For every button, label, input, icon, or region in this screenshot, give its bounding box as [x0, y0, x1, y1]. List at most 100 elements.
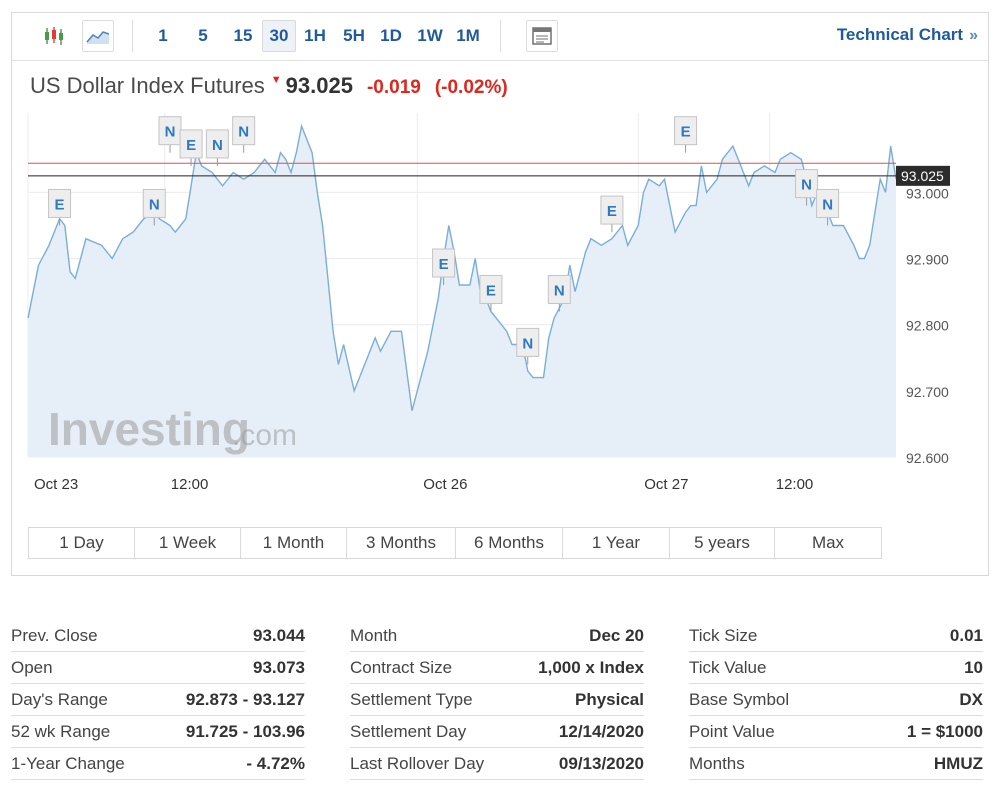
- event-marker-e[interactable]: E: [600, 195, 624, 233]
- y-tick-label: 92.700: [906, 384, 949, 400]
- x-tick-label: Oct 23: [34, 476, 78, 493]
- x-tick-label: 12:00: [776, 476, 814, 493]
- event-marker-n[interactable]: N: [816, 188, 840, 226]
- event-marker-letter: N: [522, 335, 533, 352]
- price-change-percent: (-0.02%): [434, 77, 508, 98]
- range-1-day[interactable]: 1 Day: [29, 528, 135, 558]
- stat-label: 52 wk Range: [11, 721, 111, 741]
- toolbar-divider: [500, 20, 501, 52]
- stat-row-settlement-type: Settlement Type Physical: [350, 684, 644, 716]
- stat-value: DX: [959, 689, 983, 709]
- period-5[interactable]: 5: [198, 26, 208, 45]
- stat-value: 10: [964, 657, 983, 677]
- stat-value: 1,000 x Index: [538, 657, 644, 677]
- period-1h[interactable]: 1H: [304, 26, 326, 45]
- event-marker-e[interactable]: E: [674, 116, 698, 153]
- investing-watermark: Investing: [48, 403, 250, 455]
- range-6-months[interactable]: 6 Months: [456, 528, 563, 558]
- period-30[interactable]: 30: [262, 20, 296, 52]
- area-chart-icon[interactable]: [82, 20, 114, 52]
- stat-value: 1 = $1000: [906, 721, 983, 741]
- event-marker-n[interactable]: N: [205, 129, 229, 166]
- stat-label: Month: [350, 625, 398, 645]
- current-price-tag: [896, 165, 950, 186]
- event-marker-n[interactable]: N: [547, 274, 571, 312]
- price-area: [28, 126, 896, 457]
- event-marker-letter: N: [165, 124, 176, 141]
- stat-label: Prev. Close: [11, 625, 98, 645]
- event-marker-letter: N: [801, 177, 812, 194]
- event-marker-letter: N: [149, 196, 160, 213]
- stat-label: Tick Value: [689, 657, 767, 677]
- chart-widget: 1 5 15 30 1H 5H 1D 1W 1M Technical Chart» US Dol…: [11, 12, 989, 576]
- stat-row-settlement-day: Settlement Day 12/14/2020: [350, 716, 644, 748]
- event-marker-e[interactable]: E: [432, 248, 456, 285]
- stat-value: - 4.72%: [246, 753, 305, 773]
- stat-row-contract-size: Contract Size 1,000 x Index: [350, 652, 644, 684]
- period-5h[interactable]: 5H: [343, 26, 365, 45]
- range-3-months[interactable]: 3 Months: [347, 528, 456, 558]
- stat-label: Settlement Day: [350, 721, 467, 741]
- last-price: 93.025: [285, 73, 353, 98]
- stat-label: Contract Size: [350, 657, 453, 677]
- event-marker-letter: N: [212, 137, 223, 154]
- time-range-selector: 1 Day 1 Week 1 Month 3 Months 6 Months 1 Year…: [28, 527, 882, 559]
- stats-column: Tick Size 0.01 Tick Value 10 Base Symbol DX Po…: [689, 620, 983, 780]
- chart-toolbar: 1 5 15 30 1H 5H 1D 1W 1M Technical Chart»: [12, 13, 988, 61]
- event-marker-e[interactable]: E: [479, 274, 503, 312]
- down-arrow-icon: ▼: [270, 74, 282, 86]
- stat-label: Tick Size: [689, 625, 758, 645]
- period-15[interactable]: 15: [233, 26, 253, 45]
- technical-chart-link[interactable]: Technical Chart »: [837, 25, 978, 45]
- period-1w[interactable]: 1W: [417, 26, 443, 45]
- stat-value: HMUZ: [933, 753, 983, 773]
- stat-label: Base Symbol: [689, 689, 790, 709]
- y-tick-label: 93.000: [906, 185, 949, 201]
- settings-panel-icon[interactable]: [526, 20, 558, 52]
- y-tick-label: 92.800: [906, 318, 949, 334]
- range-1-year[interactable]: 1 Year: [563, 528, 670, 558]
- period-1d[interactable]: 1D: [380, 26, 402, 45]
- stat-value: 93.044: [253, 625, 305, 645]
- stat-row-months: Months HMUZ: [689, 748, 983, 780]
- instrument-name: US Dollar Index Futures: [30, 73, 265, 98]
- price-chart[interactable]: 93.000 92.900 92.800 92.700 92.600 Oct 23 12:0…: [12, 13, 988, 513]
- event-marker-letter: E: [681, 124, 691, 141]
- price-change: -0.019: [366, 77, 421, 98]
- stat-value: 93.073: [253, 657, 305, 677]
- stat-row-prev-close: Prev. Close 93.044: [11, 620, 305, 652]
- stat-value: 12/14/2020: [558, 721, 644, 741]
- event-marker-n[interactable]: N: [142, 188, 166, 226]
- range-1-month[interactable]: 1 Month: [241, 528, 347, 558]
- period-1[interactable]: 1: [158, 26, 168, 45]
- range-5-years[interactable]: 5 years: [670, 528, 775, 558]
- candlestick-icon[interactable]: [38, 20, 70, 52]
- stats-column: Month Dec 20 Contract Size 1,000 x Index Set…: [350, 620, 644, 780]
- y-tick-label: 92.600: [906, 450, 949, 466]
- event-marker-n[interactable]: N: [795, 169, 819, 206]
- event-marker-letter: N: [822, 196, 833, 213]
- stat-value: 92.873 - 93.127: [185, 689, 305, 709]
- event-marker-letter: E: [55, 196, 65, 213]
- stat-label: Last Rollover Day: [350, 753, 485, 773]
- period-1m[interactable]: 1M: [456, 26, 480, 45]
- event-marker-e[interactable]: E: [179, 129, 203, 166]
- stat-label: Settlement Type: [350, 689, 473, 709]
- y-tick-label: 92.900: [906, 252, 949, 268]
- range-1-week[interactable]: 1 Week: [135, 528, 241, 558]
- event-marker-n[interactable]: N: [516, 327, 540, 365]
- stat-value: Dec 20: [589, 625, 644, 645]
- stat-row-tick-size: Tick Size 0.01: [689, 620, 983, 652]
- x-tick-label: Oct 26: [423, 476, 467, 493]
- event-marker-e[interactable]: E: [48, 188, 72, 226]
- event-marker-n[interactable]: N: [232, 116, 256, 153]
- stat-row-day-s-range: Day's Range 92.873 - 93.127: [11, 684, 305, 716]
- stats-column: Prev. Close 93.044 Open 93.073 Day's Range 92…: [11, 620, 305, 780]
- stat-label: Open: [11, 657, 53, 677]
- range-max[interactable]: Max: [811, 533, 845, 552]
- stat-label: Point Value: [689, 721, 775, 741]
- event-marker-letter: E: [607, 203, 617, 220]
- x-tick-label: Oct 27: [644, 476, 688, 493]
- stat-row-tick-value: Tick Value 10: [689, 652, 983, 684]
- event-marker-letter: N: [554, 282, 565, 299]
